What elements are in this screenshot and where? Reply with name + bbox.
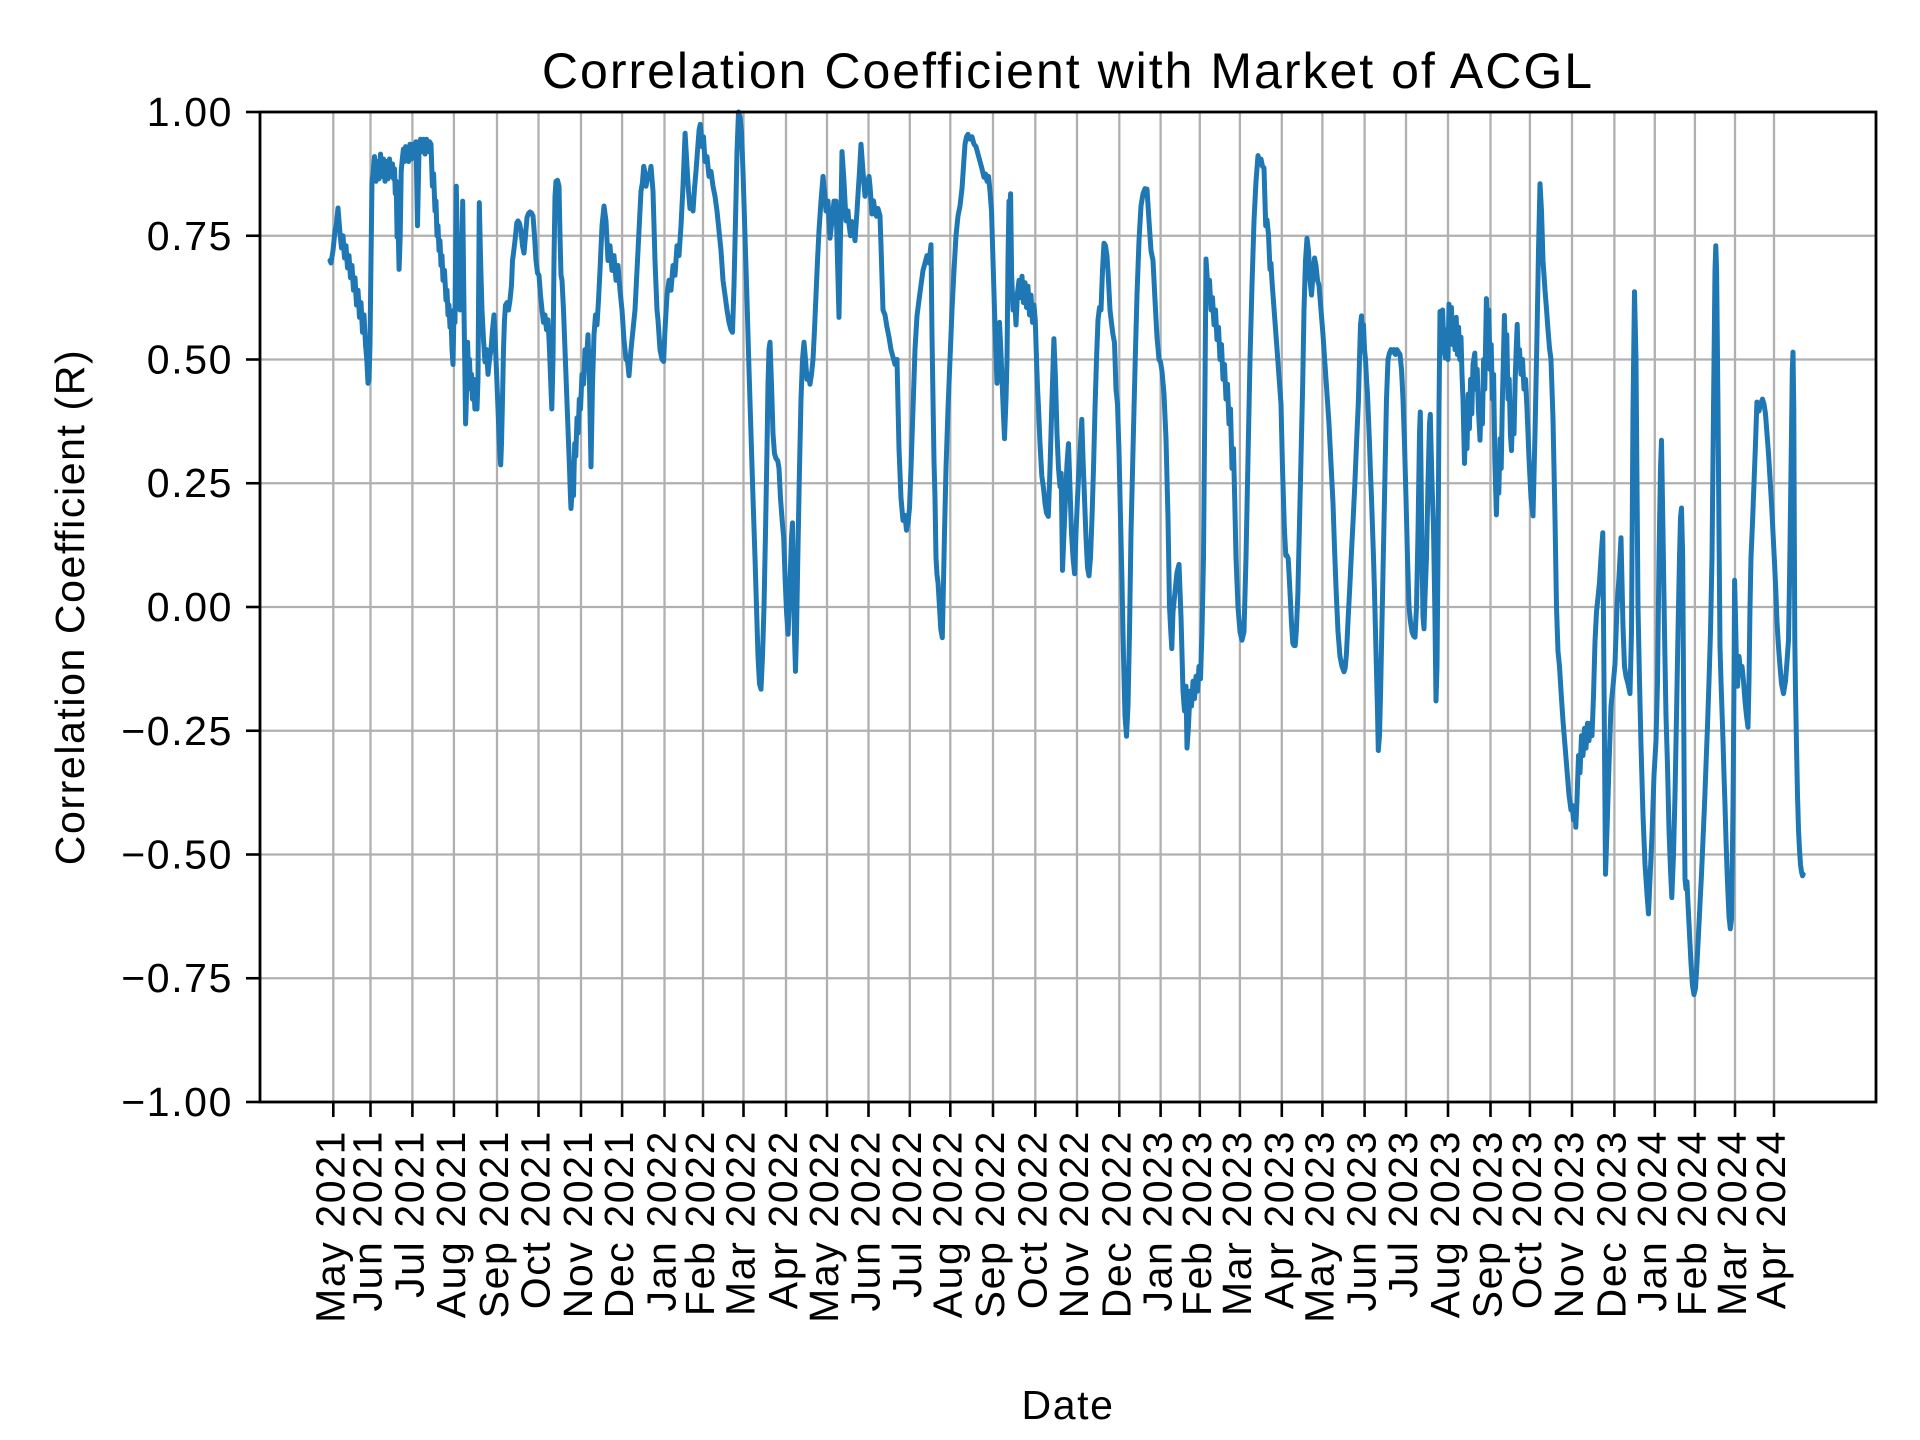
svg-text:Jan 2024: Jan 2024 bbox=[1629, 1130, 1675, 1312]
svg-text:1.00: 1.00 bbox=[147, 89, 233, 135]
svg-text:Apr 2022: Apr 2022 bbox=[760, 1130, 806, 1309]
svg-text:Aug 2023: Aug 2023 bbox=[1422, 1130, 1468, 1318]
svg-text:Dec 2023: Dec 2023 bbox=[1588, 1130, 1634, 1318]
svg-text:−1.00: −1.00 bbox=[121, 1079, 233, 1125]
svg-text:Nov 2023: Nov 2023 bbox=[1546, 1130, 1592, 1318]
svg-text:Feb 2024: Feb 2024 bbox=[1669, 1130, 1715, 1316]
svg-text:0.00: 0.00 bbox=[147, 584, 233, 630]
svg-text:Correlation Coefficient with M: Correlation Coefficient with Market of A… bbox=[542, 43, 1594, 99]
svg-text:May 2022: May 2022 bbox=[801, 1130, 847, 1323]
svg-text:Mar 2024: Mar 2024 bbox=[1709, 1130, 1755, 1316]
svg-text:Oct 2023: Oct 2023 bbox=[1504, 1130, 1550, 1309]
svg-text:Jul 2022: Jul 2022 bbox=[884, 1130, 930, 1298]
svg-text:Correlation Coefficient (R): Correlation Coefficient (R) bbox=[47, 349, 93, 865]
svg-text:Jan 2022: Jan 2022 bbox=[639, 1130, 685, 1312]
svg-text:Nov 2021: Nov 2021 bbox=[555, 1130, 601, 1318]
svg-text:0.25: 0.25 bbox=[147, 460, 233, 506]
svg-text:May 2021: May 2021 bbox=[307, 1130, 353, 1323]
svg-text:Jun 2021: Jun 2021 bbox=[345, 1130, 391, 1312]
svg-text:Feb 2023: Feb 2023 bbox=[1174, 1130, 1220, 1316]
svg-text:Sep 2021: Sep 2021 bbox=[471, 1130, 517, 1318]
svg-text:Aug 2022: Aug 2022 bbox=[924, 1130, 970, 1318]
svg-text:Jul 2021: Jul 2021 bbox=[386, 1130, 432, 1298]
svg-text:Date: Date bbox=[1021, 1382, 1114, 1428]
svg-text:Mar 2022: Mar 2022 bbox=[718, 1130, 764, 1316]
svg-text:Apr 2024: Apr 2024 bbox=[1748, 1130, 1794, 1309]
svg-text:Jul 2023: Jul 2023 bbox=[1380, 1130, 1426, 1298]
svg-text:Mar 2023: Mar 2023 bbox=[1214, 1130, 1260, 1316]
svg-text:Jun 2023: Jun 2023 bbox=[1339, 1130, 1385, 1312]
svg-text:Apr 2023: Apr 2023 bbox=[1256, 1130, 1302, 1309]
svg-text:−0.50: −0.50 bbox=[121, 832, 233, 878]
svg-text:−0.25: −0.25 bbox=[121, 708, 233, 754]
svg-text:Dec 2022: Dec 2022 bbox=[1093, 1130, 1139, 1318]
svg-text:Aug 2021: Aug 2021 bbox=[428, 1130, 474, 1318]
svg-text:Sep 2022: Sep 2022 bbox=[967, 1130, 1013, 1318]
svg-text:Feb 2022: Feb 2022 bbox=[677, 1130, 723, 1316]
svg-text:Dec 2021: Dec 2021 bbox=[596, 1130, 642, 1318]
svg-text:0.50: 0.50 bbox=[147, 337, 233, 383]
svg-text:May 2023: May 2023 bbox=[1296, 1130, 1342, 1323]
svg-text:Oct 2022: Oct 2022 bbox=[1009, 1130, 1055, 1309]
svg-text:Jan 2023: Jan 2023 bbox=[1135, 1130, 1181, 1312]
svg-text:Jun 2022: Jun 2022 bbox=[843, 1130, 889, 1312]
svg-text:0.75: 0.75 bbox=[147, 213, 233, 259]
svg-text:Nov 2022: Nov 2022 bbox=[1051, 1130, 1097, 1318]
svg-text:Oct 2021: Oct 2021 bbox=[513, 1130, 559, 1309]
svg-text:−0.75: −0.75 bbox=[121, 955, 233, 1001]
svg-text:Sep 2023: Sep 2023 bbox=[1465, 1130, 1511, 1318]
